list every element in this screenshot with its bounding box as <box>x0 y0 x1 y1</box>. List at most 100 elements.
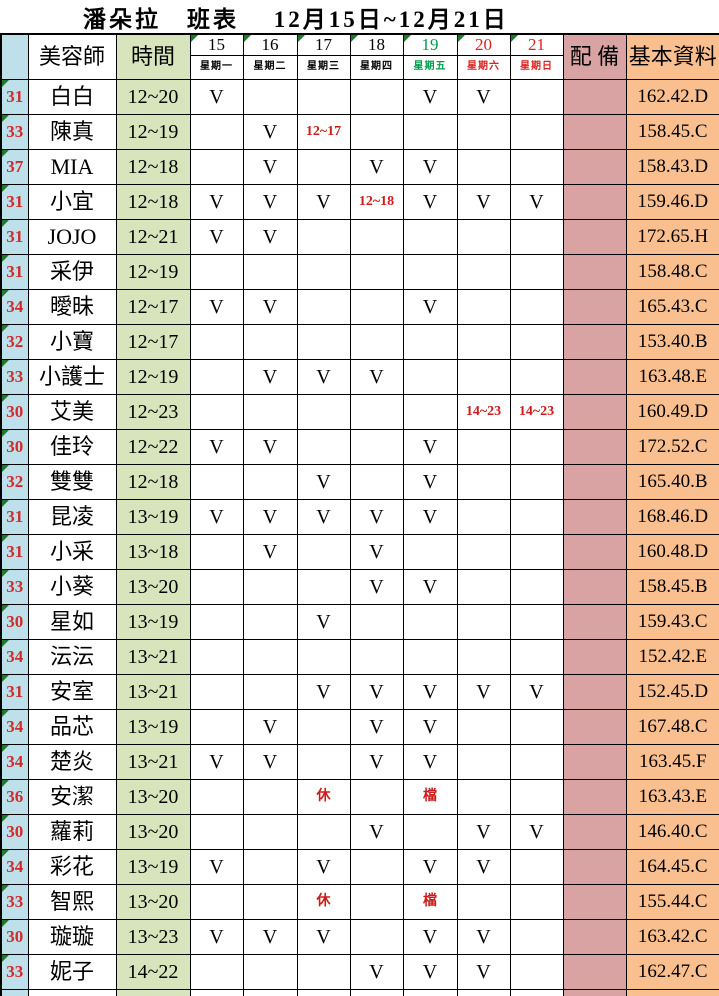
time-cell: 13~20 <box>115 569 191 605</box>
day-cell <box>509 114 564 150</box>
corner-triangle-icon <box>2 185 9 192</box>
day-cell <box>456 534 511 570</box>
day-cell <box>349 464 404 500</box>
time-cell: 12~23 <box>115 394 191 430</box>
time-cell: 12~19 <box>115 254 191 290</box>
staff-name-cell: 艾美 <box>27 394 117 430</box>
day-cell: V <box>189 289 244 325</box>
day-cell: V <box>242 709 298 745</box>
day-cell: 14~23 <box>509 394 564 430</box>
day-cell: V <box>349 674 404 710</box>
staff-name-cell: 小寶 <box>27 324 117 360</box>
corner-triangle-icon <box>2 255 9 262</box>
day-cell <box>242 324 298 360</box>
day-cell <box>456 569 511 605</box>
day-cell: V <box>402 499 458 535</box>
table-row: 31 白白 12~20 V V V 162.42.D <box>0 79 719 115</box>
table-row: 31 昆凌 13~19 V V V V V 168.46.D <box>0 499 719 535</box>
staff-name-cell: 小護士 <box>27 359 117 395</box>
row-number-cell <box>0 989 29 996</box>
corner-triangle-icon <box>458 35 465 42</box>
day-cell: V <box>402 674 458 710</box>
row-number-cell: 31 <box>0 674 29 710</box>
time-cell: 13~19 <box>115 849 191 885</box>
date-header: 17 <box>296 33 351 56</box>
basic-info-cell: 158.43.D <box>625 149 719 185</box>
day-cell: V <box>402 184 458 220</box>
day-cell <box>456 884 511 920</box>
day-cell <box>349 919 404 955</box>
table-row: 33 小護士 12~19 V V V 163.48.E <box>0 359 719 395</box>
day-cell <box>349 254 404 290</box>
day-cell <box>296 219 351 255</box>
corner-triangle-icon <box>404 35 411 42</box>
staff-name-cell: 智熙 <box>27 884 117 920</box>
day-cell <box>349 884 404 920</box>
date-header: 20 <box>456 33 511 56</box>
day-cell <box>456 604 511 640</box>
equipment-cell <box>562 289 627 325</box>
row-number-cell: 36 <box>0 779 29 815</box>
row-number-cell: 30 <box>0 604 29 640</box>
day-cell: 檔 <box>402 884 458 920</box>
day-cell <box>296 954 351 990</box>
day-cell: V <box>296 604 351 640</box>
time-cell: 12~19 <box>115 114 191 150</box>
day-cell <box>349 289 404 325</box>
equipment-cell <box>562 849 627 885</box>
time-cell: 12~18 <box>115 184 191 220</box>
row-number-header <box>0 33 29 80</box>
day-cell <box>242 814 298 850</box>
corner-triangle-icon <box>511 35 518 42</box>
table-row: 36 安潔 13~20 休 檔 163.43.E <box>0 779 719 815</box>
day-cell: V <box>296 464 351 500</box>
day-cell: V <box>242 534 298 570</box>
day-cell: V <box>296 499 351 535</box>
basic-info-cell: 162.42.D <box>625 79 719 115</box>
row-number-cell: 33 <box>0 884 29 920</box>
day-cell: V <box>189 849 244 885</box>
day-cell <box>456 289 511 325</box>
day-cell <box>509 289 564 325</box>
day-cell <box>402 604 458 640</box>
time-cell: 14~22 <box>115 954 191 990</box>
day-cell: V <box>189 744 244 780</box>
time-cell: 12~22 <box>115 429 191 465</box>
corner-triangle-icon <box>2 605 9 612</box>
day-cell <box>509 884 564 920</box>
corner-triangle-icon <box>2 360 9 367</box>
time-cell: 12~21 <box>115 219 191 255</box>
row-number-cell: 31 <box>0 79 29 115</box>
time-cell: 12~20 <box>115 79 191 115</box>
day-cell <box>296 324 351 360</box>
day-cell: V <box>189 499 244 535</box>
day-cell: 休 <box>296 779 351 815</box>
day-cell: V <box>509 814 564 850</box>
day-cell <box>242 884 298 920</box>
day-cell <box>402 639 458 675</box>
day-cell: V <box>349 709 404 745</box>
corner-triangle-icon <box>298 35 305 42</box>
table-row: 33 智熙 13~20 休 檔 155.44.C <box>0 884 719 920</box>
page-title: 潘朵拉 班表 12月15日~12月21日 <box>83 6 509 32</box>
basic-info-cell: 159.43.C <box>625 604 719 640</box>
basic-info-header: 基本資料 <box>625 33 719 80</box>
day-cell <box>509 464 564 500</box>
time-cell: 13~20 <box>115 779 191 815</box>
day-cell <box>509 534 564 570</box>
corner-triangle-icon <box>2 535 9 542</box>
day-cell: V <box>189 79 244 115</box>
table-header: 美容師 時間 15 16 17 18 19 20 21 配 備 基本資料 星期一 星期二 星期三星… <box>0 33 719 80</box>
basic-info-cell: 158.45.C <box>625 114 719 150</box>
basic-info-cell: 168.46.D <box>625 499 719 535</box>
day-cell <box>189 779 244 815</box>
row-number-cell: 30 <box>0 814 29 850</box>
day-cell <box>509 254 564 290</box>
day-cell <box>349 114 404 150</box>
day-cell <box>402 534 458 570</box>
basic-info-cell: 155.44.C <box>625 884 719 920</box>
corner-triangle-icon <box>2 675 9 682</box>
time-cell: 13~20 <box>115 814 191 850</box>
basic-info-cell: 165.43.C <box>625 289 719 325</box>
day-cell <box>242 674 298 710</box>
